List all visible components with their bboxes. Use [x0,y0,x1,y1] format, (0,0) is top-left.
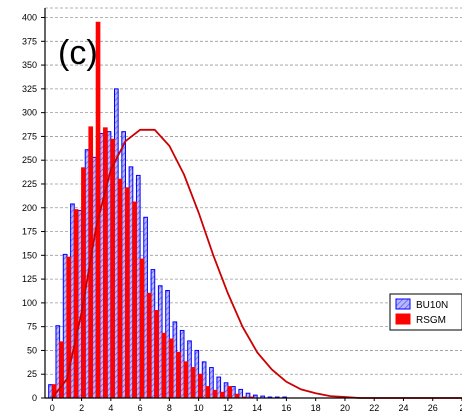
x-tick-label-11: 22 [369,403,379,413]
bar-bu10n-3 [70,203,75,399]
y-tick-label-15: 375 [22,36,37,46]
bar-rsgm-8 [110,138,115,399]
x-tick-label-9: 18 [311,403,321,413]
bar-rsgm-1 [59,341,64,399]
bar-bu10n-7 [99,133,105,399]
bar-rsgm-18 [183,361,189,399]
y-tick-label-4: 100 [22,298,37,308]
bar-bu10n-24 [223,382,229,399]
x-tick-label-3: 6 [138,403,143,413]
legend-swatch-bu10n [395,298,411,310]
y-tick-label-3: 75 [27,322,37,332]
x-tick-label-7: 14 [252,403,262,413]
bar-bu10n-1 [55,325,61,399]
y-tick-label-11: 275 [22,131,37,141]
bar-rsgm-9 [117,178,123,399]
y-tick-label-1: 25 [27,369,37,379]
y-tick-label-10: 250 [22,155,37,165]
bar-bu10n-2 [62,253,68,399]
y-tick-label-13: 325 [22,84,37,94]
x-tick-label-13: 26 [428,403,438,413]
bar-bu10n-18 [179,329,185,399]
legend-label-bu10n: BU10N [416,300,448,311]
bars [48,21,287,399]
legend: BU10N RSGM [389,293,462,331]
bar-rsgm-17 [176,351,181,399]
legend-swatch-rsgm [395,313,411,325]
x-tick-label-14: 2 [459,403,462,413]
y-tick-label-14: 350 [22,60,37,70]
bar-rsgm-3 [73,209,79,399]
tick-labels: 0255075100125150175200225250275300325350… [22,13,462,413]
y-tick-label-0: 0 [32,393,37,403]
bar-bu10n-21 [201,361,207,399]
x-tick-label-5: 10 [194,403,204,413]
y-tick-label-12: 300 [22,108,37,118]
bar-rsgm-16 [168,338,174,399]
bar-rsgm-19 [190,367,196,399]
bar-bu10n-4 [77,210,83,399]
bar-bu10n-10 [121,131,126,399]
bar-bu10n-19 [187,340,192,399]
bar-bu10n-17 [172,321,178,399]
axes [44,8,462,399]
bar-rsgm-15 [161,332,167,399]
bar-rsgm-7 [103,127,108,399]
x-tick-label-4: 8 [167,403,172,413]
bar-rsgm-4 [81,167,86,399]
y-tick-label-2: 50 [27,345,37,355]
bar-rsgm-11 [132,201,137,399]
bar-bu10n-6 [92,156,97,399]
bar-bu10n-11 [128,166,134,399]
bar-bu10n-16 [165,290,170,399]
y-tick-label-7: 175 [22,227,37,237]
bar-rsgm-20 [198,373,203,399]
bar-bu10n-22 [209,367,214,399]
y-tick-label-8: 200 [22,203,37,213]
bar-bu10n-27 [245,392,251,399]
x-tick-label-12: 24 [398,403,408,413]
y-tick-label-5: 125 [22,274,37,284]
bar-bu10n-15 [157,285,163,399]
bar-rsgm-21 [205,386,211,399]
x-tick-label-8: 16 [281,403,291,413]
x-tick-label-0: 0 [50,403,55,413]
bar-bu10n-13 [143,216,148,399]
bar-bu10n-26 [238,388,244,399]
bar-bu10n-0 [48,384,53,399]
y-tick-label-16: 400 [22,13,37,23]
bar-rsgm-22 [212,389,218,399]
bar-rsgm-10 [124,187,130,399]
bar-rsgm-12 [139,258,145,399]
bar-bu10n-14 [150,269,156,399]
x-tick-label-10: 20 [340,403,350,413]
bar-rsgm-13 [146,292,152,399]
panel-label: (c) [58,34,98,72]
bar-bu10n-20 [194,349,200,399]
bar-bu10n-12 [135,174,141,399]
bar-rsgm-23 [220,391,225,399]
bar-rsgm-6 [95,21,101,399]
bar-bu10n-9 [114,88,119,399]
legend-label-rsgm: RSGM [416,315,446,326]
bar-bu10n-23 [216,376,222,399]
x-tick-label-2: 4 [108,403,113,413]
bar-rsgm-14 [154,309,159,399]
x-tick-label-1: 2 [79,403,84,413]
y-tick-label-6: 150 [22,250,37,260]
bar-rsgm-24 [227,386,233,399]
x-tick-label-6: 12 [223,403,233,413]
y-tick-label-9: 225 [22,179,37,189]
bar-bu10n-25 [231,386,236,399]
